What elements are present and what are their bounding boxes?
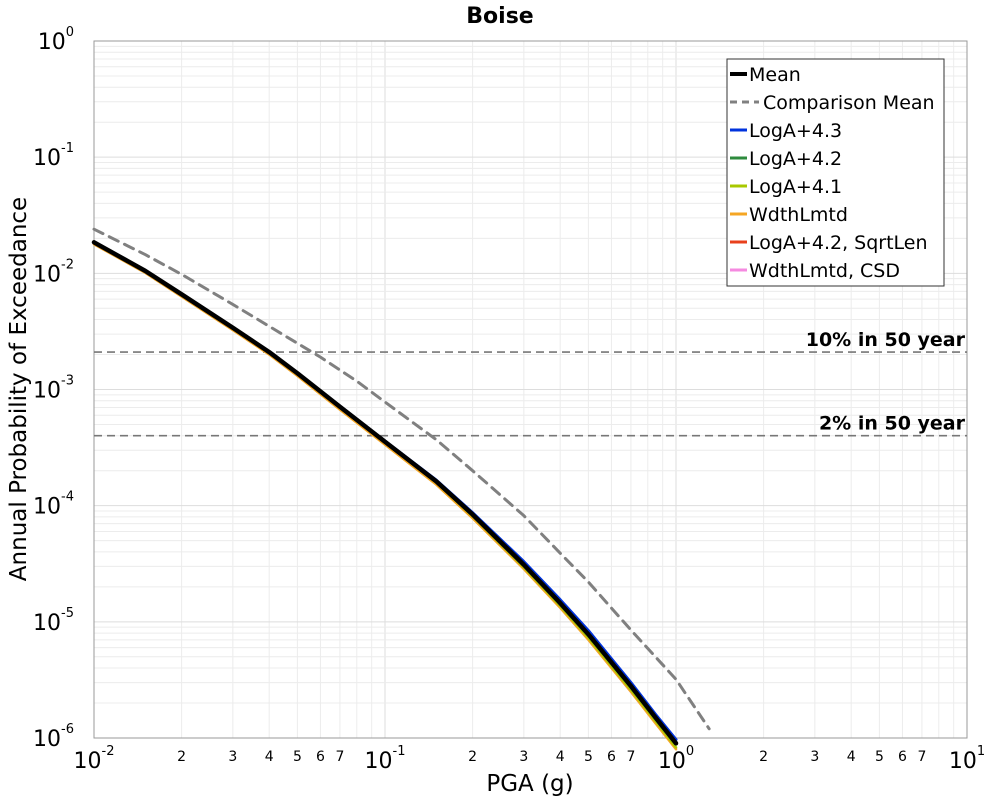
legend-entry-label: LogA+4.3 bbox=[749, 120, 842, 142]
legend-entry-label: LogA+4.2, SqrtLen bbox=[749, 232, 928, 254]
legend-entry-label: WdthLmtd bbox=[749, 204, 848, 226]
x-minor-tick-label: 5 bbox=[584, 749, 593, 765]
y-tick-label: 100 bbox=[38, 25, 74, 55]
reference-line-label: 2% in 50 year bbox=[819, 413, 966, 435]
x-minor-tick-label: 5 bbox=[293, 749, 302, 765]
x-minor-tick-label: 4 bbox=[847, 749, 856, 765]
x-minor-tick-label: 2 bbox=[468, 749, 477, 765]
x-minor-tick-label: 2 bbox=[759, 749, 768, 765]
y-tick-label: 10-6 bbox=[33, 722, 74, 752]
legend-entry-label: Comparison Mean bbox=[763, 92, 935, 114]
legend-entry-label: LogA+4.2 bbox=[749, 148, 842, 170]
x-minor-tick-label: 7 bbox=[917, 749, 926, 765]
x-minor-tick-label: 6 bbox=[316, 749, 325, 765]
x-minor-tick-label: 7 bbox=[335, 749, 344, 765]
x-minor-tick-label: 4 bbox=[265, 749, 274, 765]
legend-entry-label: LogA+4.1 bbox=[749, 176, 842, 198]
series-line-mean bbox=[91, 240, 679, 746]
x-tick-label: 100 bbox=[658, 744, 694, 774]
y-tick-label: 10-3 bbox=[33, 374, 74, 404]
legend-box bbox=[726, 58, 945, 287]
x-minor-tick-label: 3 bbox=[810, 749, 819, 765]
x-minor-tick-label: 5 bbox=[875, 749, 884, 765]
x-tick-label: 10-1 bbox=[365, 744, 406, 774]
reference-lines: 10% in 50 year 2% in 50 year bbox=[94, 329, 967, 437]
grid bbox=[93, 41, 967, 739]
x-tick-label: 101 bbox=[949, 744, 985, 774]
y-tick-label: 10-1 bbox=[33, 141, 74, 171]
x-minor-tick-label: 6 bbox=[898, 749, 907, 765]
x-axis-label: PGA (g) bbox=[486, 771, 573, 797]
series-lines bbox=[91, 227, 711, 751]
legend-entry-label: WdthLmtd, CSD bbox=[749, 260, 900, 282]
x-minor-tick-label: 7 bbox=[626, 749, 635, 765]
series-line-comparison-mean bbox=[92, 227, 711, 731]
y-axis-label: Annual Probability of Exceedance bbox=[6, 197, 32, 581]
x-minor-tick-label: 2 bbox=[177, 749, 186, 765]
y-tick-label: 10-4 bbox=[33, 490, 74, 520]
chart-title: Boise bbox=[466, 4, 533, 29]
x-minor-tick-label: 6 bbox=[607, 749, 616, 765]
x-minor-tick-label: 4 bbox=[556, 749, 565, 765]
y-tick-label: 10-5 bbox=[33, 606, 74, 636]
plot-area-frame bbox=[93, 40, 968, 739]
legend-entry-label: Mean bbox=[749, 64, 801, 86]
reference-line-label: 10% in 50 year bbox=[806, 329, 966, 351]
x-minor-tick-label: 3 bbox=[519, 749, 528, 765]
legend: Mean Comparison Mean LogA+4.3 LogA+4.2 LogA+… bbox=[726, 58, 945, 287]
y-tick-label: 10-2 bbox=[33, 257, 74, 287]
x-tick-label: 10-2 bbox=[74, 744, 115, 774]
x-minor-tick-label: 3 bbox=[228, 749, 237, 765]
